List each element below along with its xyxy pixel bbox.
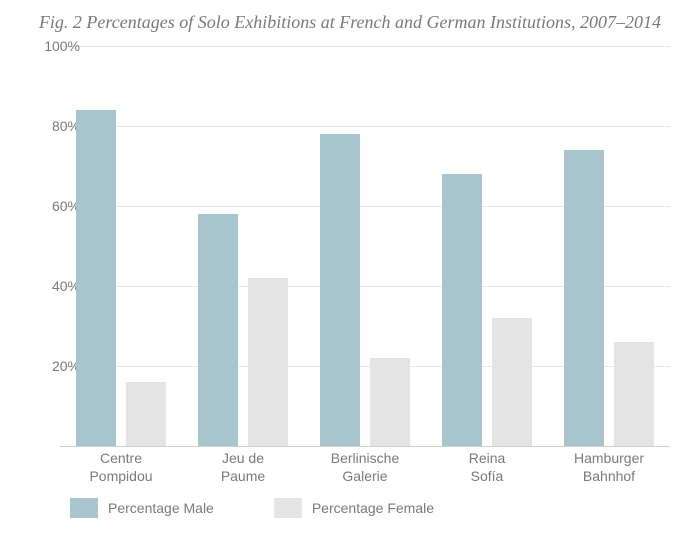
x-category-line1: Jeu de: [222, 450, 264, 466]
x-category-label: Berlinische Galerie: [305, 450, 425, 485]
figure: Fig. 2 Percentages of Solo Exhibitions a…: [0, 0, 700, 534]
x-category-line1: Hamburger: [574, 450, 644, 466]
x-category-line2: Paume: [221, 468, 265, 484]
x-category-label: Hamburger Bahnhof: [549, 450, 669, 485]
bar: [126, 382, 166, 446]
bar: [76, 110, 116, 446]
bar: [320, 134, 360, 446]
legend-label-male: Percentage Male: [108, 500, 214, 516]
bar: [442, 174, 482, 446]
bar: [370, 358, 410, 446]
legend-swatch-female: [274, 498, 302, 518]
x-category-line1: Centre: [100, 450, 142, 466]
bar: [492, 318, 532, 446]
x-category-label: Reina Sofía: [427, 450, 547, 485]
chart-title: Fig. 2 Percentages of Solo Exhibitions a…: [0, 12, 700, 33]
x-category-line2: Pompidou: [89, 468, 152, 484]
bar: [198, 214, 238, 446]
x-category-line2: Galerie: [342, 468, 387, 484]
plot-area: [60, 46, 670, 447]
bar: [248, 278, 288, 446]
legend-swatch-male: [70, 498, 98, 518]
x-category-line1: Berlinische: [331, 450, 399, 466]
legend-label-female: Percentage Female: [312, 500, 434, 516]
bar: [564, 150, 604, 446]
legend: Percentage Male Percentage Female: [70, 498, 434, 518]
bar: [614, 342, 654, 446]
x-category-label: Centre Pompidou: [61, 450, 181, 485]
x-category-line1: Reina: [469, 450, 506, 466]
x-category-line2: Bahnhof: [583, 468, 635, 484]
x-category-line2: Sofía: [471, 468, 504, 484]
x-category-label: Jeu de Paume: [183, 450, 303, 485]
